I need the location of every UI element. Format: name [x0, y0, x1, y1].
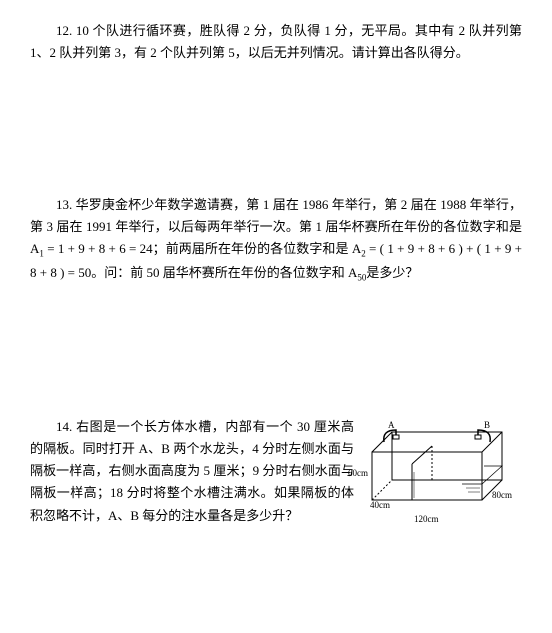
problem-12: 12. 10 个队进行循环赛，胜队得 2 分，负队得 1 分，无平局。其中有 2… [30, 20, 522, 64]
problem-number: 14. [56, 419, 72, 434]
label-a: A [388, 420, 395, 430]
dim-width: 120cm [414, 514, 439, 524]
page: 12. 10 个队进行循环赛，胜队得 2 分，负队得 1 分，无平局。其中有 2… [0, 0, 552, 633]
problem-body-b: = 1 + 9 + 8 + 6 = 24；前两届所在年份的各位数字和是 A [44, 241, 361, 256]
problem-number: 12. [56, 23, 72, 38]
problem-number: 13. [56, 197, 72, 212]
problem-body-d: 是多少？ [366, 265, 418, 280]
problem-14-text: 14. 右图是一个长方体水槽，内部有一个 30 厘米高的隔板。同时打开 A、B … [30, 416, 354, 526]
problem-13: 13. 华罗庚金杯少年数学邀请赛，第 1 届在 1986 年举行，第 2 届在 … [30, 194, 522, 286]
problem-body: 右图是一个长方体水槽，内部有一个 30 厘米高的隔板。同时打开 A、B 两个水龙… [30, 419, 354, 522]
problem-14: 14. 右图是一个长方体水槽，内部有一个 30 厘米高的隔板。同时打开 A、B … [30, 416, 522, 532]
dim-split: 40cm [370, 500, 390, 510]
dim-height: 60cm [348, 468, 368, 478]
problem-13-text: 13. 华罗庚金杯少年数学邀请赛，第 1 届在 1986 年举行，第 2 届在 … [30, 194, 522, 286]
problem-12-text: 12. 10 个队进行循环赛，胜队得 2 分，负队得 1 分，无平局。其中有 2… [30, 20, 522, 64]
problem-body: 10 个队进行循环赛，胜队得 2 分，负队得 1 分，无平局。其中有 2 队并列… [30, 23, 522, 60]
label-b: B [484, 420, 490, 430]
dim-depth: 80cm [492, 490, 512, 500]
water-tank-diagram: A B 60cm 40cm 80cm 120cm [362, 422, 522, 532]
